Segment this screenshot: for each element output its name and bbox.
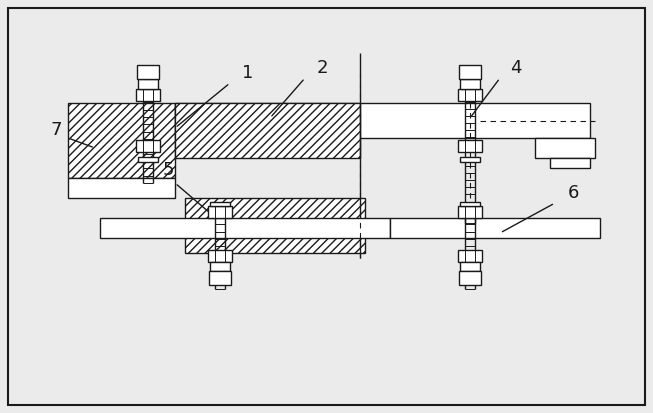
- Bar: [460, 202, 480, 206]
- Bar: [175, 103, 590, 138]
- Bar: [208, 206, 232, 218]
- Text: 2: 2: [317, 59, 328, 77]
- Bar: [460, 262, 480, 271]
- Bar: [210, 202, 230, 206]
- Bar: [100, 218, 390, 238]
- Bar: [459, 271, 481, 285]
- Bar: [458, 250, 482, 262]
- Text: 6: 6: [568, 184, 579, 202]
- Bar: [209, 271, 231, 285]
- Bar: [458, 89, 482, 101]
- Bar: [460, 157, 480, 162]
- Bar: [459, 65, 481, 79]
- Bar: [136, 89, 160, 101]
- Bar: [68, 178, 175, 198]
- Bar: [550, 158, 590, 168]
- Bar: [458, 206, 482, 218]
- Bar: [175, 103, 360, 158]
- Bar: [458, 140, 482, 152]
- Bar: [208, 250, 232, 262]
- Text: 1: 1: [242, 64, 253, 82]
- Bar: [137, 65, 159, 79]
- Bar: [138, 157, 158, 162]
- Bar: [136, 140, 160, 152]
- Text: 5: 5: [163, 161, 174, 179]
- Bar: [68, 103, 175, 178]
- Bar: [185, 198, 365, 253]
- Text: 4: 4: [510, 59, 522, 77]
- Bar: [390, 218, 600, 238]
- Bar: [535, 138, 595, 158]
- Text: 7: 7: [50, 121, 61, 139]
- Bar: [138, 79, 158, 89]
- Bar: [460, 79, 480, 89]
- Bar: [210, 262, 230, 271]
